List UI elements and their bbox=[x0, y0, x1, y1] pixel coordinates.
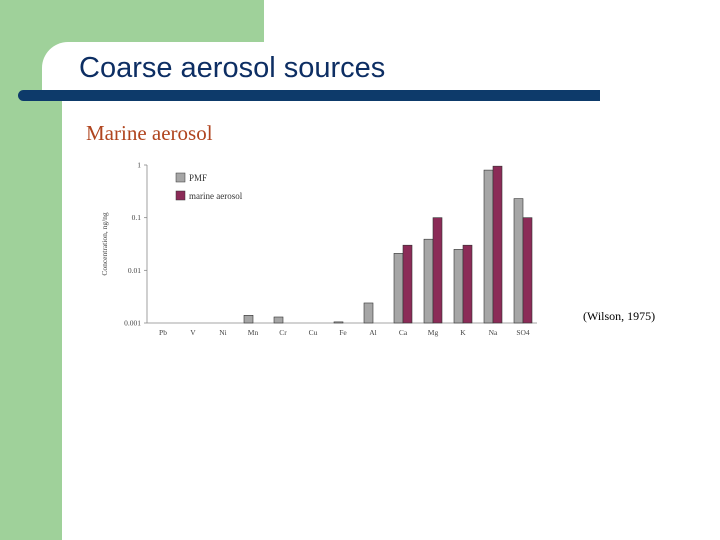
x-tick-label: Mg bbox=[428, 328, 439, 337]
x-tick-label: Fe bbox=[339, 328, 347, 337]
x-tick-label: Cu bbox=[309, 328, 318, 337]
bar-pmf-na bbox=[483, 169, 494, 324]
slide-title: Coarse aerosol sources bbox=[79, 52, 386, 84]
bar-marine-aerosol-na bbox=[492, 165, 503, 324]
bar-marine-aerosol-so4 bbox=[522, 217, 533, 324]
x-tick-label: V bbox=[190, 328, 196, 337]
y-tick-label: 1 bbox=[137, 161, 141, 170]
citation: (Wilson, 1975) bbox=[583, 309, 656, 323]
legend-label: PMF bbox=[189, 173, 207, 183]
chart-bars bbox=[243, 165, 533, 324]
bar-marine-aerosol-k bbox=[462, 244, 473, 324]
bar-pmf-fe bbox=[333, 321, 344, 324]
bar-pmf-ca bbox=[393, 253, 404, 324]
bar-pmf-mn bbox=[243, 315, 254, 324]
bar-marine-aerosol-mg bbox=[432, 217, 443, 324]
bar-pmf-k bbox=[453, 249, 464, 324]
bar-marine-aerosol-ca bbox=[402, 244, 413, 324]
x-tick-label: SO4 bbox=[516, 328, 530, 337]
legend-label: marine aerosol bbox=[189, 191, 243, 201]
chart-labels: 1 0.1 0.01 0.001 Concentration, ng/ng Pb V Ni Mn… bbox=[100, 161, 530, 338]
chart-legend: PMF marine aerosol bbox=[175, 172, 243, 201]
bar-pmf-so4 bbox=[513, 198, 524, 324]
x-tick-label: Pb bbox=[159, 328, 167, 337]
legend-swatch bbox=[175, 190, 186, 201]
slide-subtitle: Marine aerosol bbox=[86, 121, 213, 145]
title-underline-bar bbox=[18, 90, 600, 101]
x-tick-label: Ca bbox=[399, 328, 408, 337]
y-axis-label: Concentration, ng/ng bbox=[100, 212, 109, 276]
y-tick-label: 0.01 bbox=[128, 266, 141, 275]
x-tick-label: Mn bbox=[248, 328, 259, 337]
bar-pmf-al bbox=[363, 302, 374, 324]
bar-chart: 1 0.1 0.01 0.001 Concentration, ng/ng Pb V Ni Mn… bbox=[100, 161, 537, 338]
x-tick-label: K bbox=[460, 328, 466, 337]
y-tick-label: 0.1 bbox=[132, 213, 142, 222]
y-tick-label: 0.001 bbox=[124, 319, 141, 328]
bar-pmf-mg bbox=[423, 238, 434, 324]
x-tick-label: Ni bbox=[219, 328, 227, 337]
bar-pmf-cr bbox=[273, 316, 284, 324]
x-tick-label: Na bbox=[489, 328, 498, 337]
title-panel bbox=[42, 42, 702, 94]
legend-swatch bbox=[175, 172, 186, 183]
chart-axes bbox=[144, 164, 537, 324]
x-tick-label: Cr bbox=[279, 328, 287, 337]
x-tick-label: Al bbox=[369, 328, 377, 337]
